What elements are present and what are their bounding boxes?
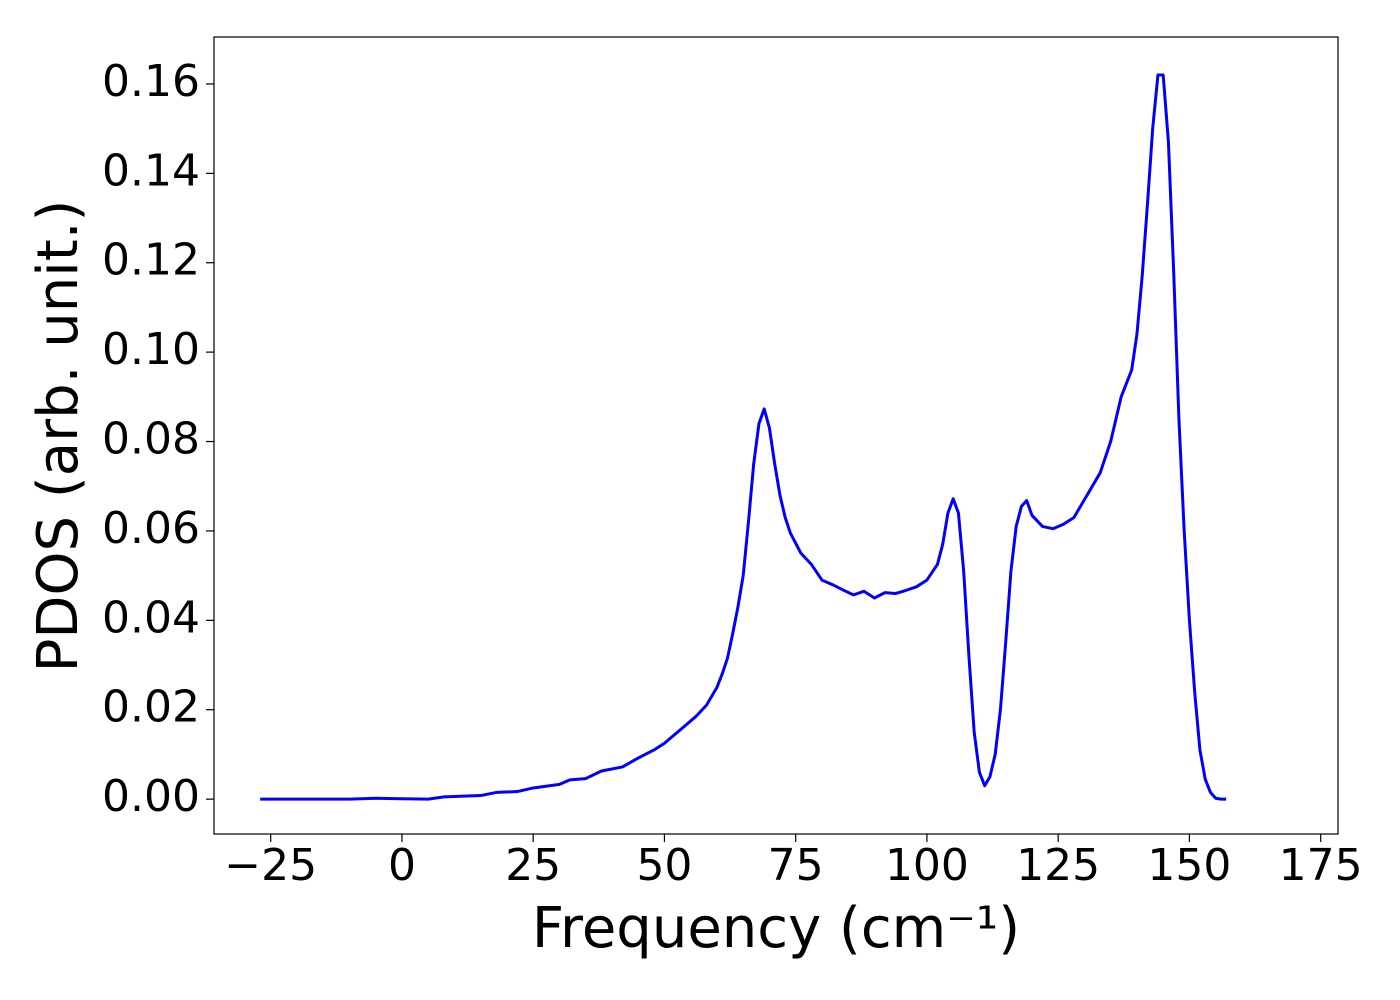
x-tick-label: 75: [768, 840, 824, 891]
x-axis-label: Frequency (cm⁻¹): [532, 896, 1020, 961]
y-tick-label: 0.12: [102, 235, 200, 286]
y-tick-label: 0.04: [102, 592, 200, 643]
x-tick-label: −25: [224, 840, 317, 891]
y-tick-label: 0.14: [102, 145, 200, 196]
y-tick-label: 0.02: [102, 682, 200, 733]
x-tick-label: 150: [1147, 840, 1231, 891]
y-tick-label: 0.08: [102, 414, 200, 465]
plot-frame: [213, 36, 1339, 835]
x-tick-label: 50: [636, 840, 692, 891]
y-tick-label: 0.00: [102, 771, 200, 822]
line-series: [260, 73, 1227, 801]
x-tick-label: 175: [1279, 840, 1363, 891]
y-tick-label: 0.06: [102, 503, 200, 554]
x-tick-label: 0: [388, 840, 416, 891]
y-tick-label: 0.10: [102, 324, 200, 375]
y-axis-label: PDOS (arb. unit.): [26, 200, 91, 673]
x-tick-label: 100: [885, 840, 969, 891]
x-tick-label: 25: [505, 840, 561, 891]
x-tick-label: 125: [1016, 840, 1100, 891]
y-tick-label: 0.16: [102, 56, 200, 107]
